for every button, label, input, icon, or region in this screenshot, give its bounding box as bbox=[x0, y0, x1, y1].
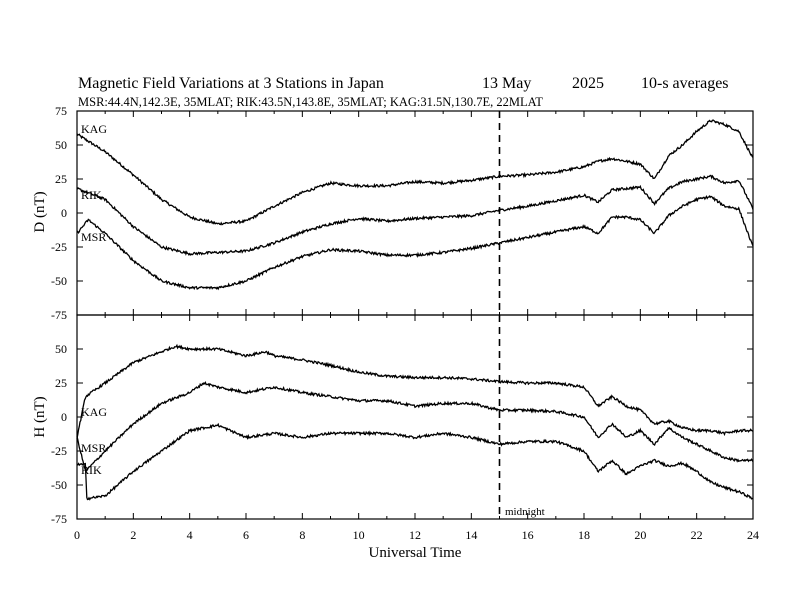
y-tick-label: 50 bbox=[55, 342, 67, 356]
h-axis-label: H (nT) bbox=[32, 396, 48, 437]
midnight-label: midnight bbox=[505, 506, 545, 518]
x-tick-label: 6 bbox=[243, 528, 249, 542]
x-tick-label: 8 bbox=[299, 528, 305, 542]
d-component-panel: 75 50 25 0 -25 -50 -75 KAG RIK MSR bbox=[51, 104, 754, 322]
series-label-kag: KAG bbox=[81, 405, 107, 419]
y-tick-label: 25 bbox=[55, 376, 67, 390]
x-tick-label: 20 bbox=[634, 528, 646, 542]
series-line-rik bbox=[76, 174, 754, 256]
series-label-kag: KAG bbox=[81, 122, 107, 136]
y-tick-label: 25 bbox=[55, 172, 67, 186]
d-axis-label: D (nT) bbox=[32, 191, 48, 232]
chart-title: Magnetic Field Variations at 3 Stations … bbox=[78, 75, 384, 92]
x-tick-label: 4 bbox=[187, 528, 193, 542]
x-tick-label: 24 bbox=[747, 528, 759, 542]
series-line-msr bbox=[76, 194, 754, 291]
x-axis-label: Universal Time bbox=[369, 545, 462, 561]
x-tick-label: 0 bbox=[74, 528, 80, 542]
y-tick-label: 50 bbox=[55, 138, 67, 152]
y-tick-label: 0 bbox=[61, 410, 67, 424]
x-tick-label: 10 bbox=[353, 528, 365, 542]
x-tick-label: 14 bbox=[465, 528, 477, 542]
y-tick-label: -75 bbox=[51, 512, 67, 526]
y-tick-label: 0 bbox=[61, 206, 67, 220]
series-line-msr bbox=[76, 380, 754, 472]
series-line-kag bbox=[76, 119, 754, 226]
y-tick-label: -25 bbox=[51, 444, 67, 458]
y-tick-label: -50 bbox=[51, 478, 67, 492]
x-tick-label: 22 bbox=[691, 528, 703, 542]
chart-year: 2025 bbox=[572, 75, 604, 92]
x-tick-label: 2 bbox=[130, 528, 136, 542]
series-label-msr: MSR bbox=[81, 441, 106, 455]
panel-frame bbox=[76, 314, 754, 520]
y-tick-label: 75 bbox=[55, 104, 67, 118]
series-line-kag bbox=[76, 343, 754, 439]
chart-averaging: 10-s averages bbox=[641, 75, 729, 92]
x-tick-label: 16 bbox=[522, 528, 534, 542]
x-tick-label: 18 bbox=[578, 528, 590, 542]
y-tick-label: -25 bbox=[51, 240, 67, 254]
x-tick-label: 12 bbox=[409, 528, 421, 542]
y-tick-label: -75 bbox=[51, 308, 67, 322]
series-label-msr: MSR bbox=[81, 230, 106, 244]
y-tick-label: -50 bbox=[51, 274, 67, 288]
chart-date: 13 May bbox=[482, 75, 531, 92]
series-label-rik: RIK bbox=[81, 188, 102, 202]
station-coordinates: MSR:44.4N,142.3E, 35MLAT; RIK:43.5N,143.… bbox=[78, 95, 543, 109]
series-line-rik bbox=[77, 422, 754, 501]
series-label-rik: RIK bbox=[81, 463, 102, 477]
